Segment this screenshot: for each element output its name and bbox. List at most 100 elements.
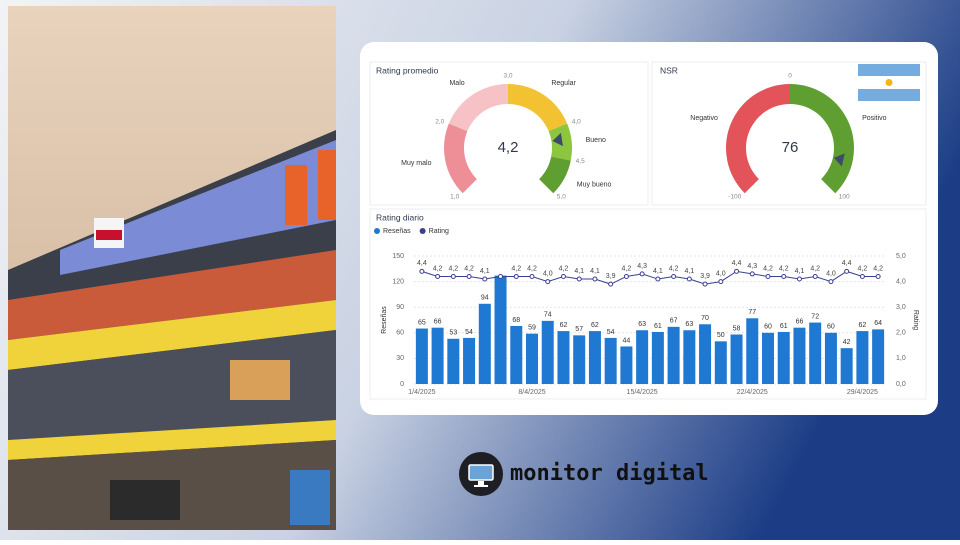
line-point [639, 271, 645, 277]
bar-value-label: 53 [449, 330, 457, 337]
bar-value-label: 61 [654, 323, 662, 330]
line-value-label: 4,0 [543, 270, 553, 277]
line-value-label: 4,2 [448, 265, 458, 272]
line-point [828, 279, 834, 285]
gauge-tick-label: 1,0 [450, 194, 459, 201]
bar [478, 303, 491, 384]
line-value-label: 4,2 [763, 265, 773, 272]
bar [510, 325, 523, 384]
bar [573, 335, 586, 384]
line-point [560, 273, 566, 279]
band-label: Regular [551, 80, 576, 87]
gauge-band [508, 84, 568, 132]
bar [636, 330, 649, 384]
bar [604, 337, 617, 384]
line-point [576, 276, 582, 282]
y-tick-label: 0 [400, 381, 404, 388]
line-point [450, 273, 456, 279]
line-point [466, 273, 472, 279]
bar [683, 330, 696, 384]
x-tick-label: 15/4/2025 [627, 389, 658, 396]
x-tick-label: 29/4/2025 [847, 389, 878, 396]
bar-value-label: 72 [811, 313, 819, 320]
bar [840, 348, 853, 384]
bar [415, 328, 428, 384]
y2-tick-label: 4,0 [896, 278, 906, 285]
bar [620, 346, 633, 384]
line-point [545, 279, 551, 285]
line-value-label: 4,2 [527, 265, 537, 272]
x-tick-label: 8/4/2025 [518, 389, 545, 396]
line-point [702, 281, 708, 287]
legend-label: Reseñas [383, 228, 411, 235]
y2-axis-title: Rating [912, 310, 919, 330]
line-value-label: 4,2 [858, 265, 868, 272]
bar [762, 332, 774, 384]
band-label: Malo [449, 80, 464, 87]
y2-tick-label: 1,0 [896, 355, 906, 362]
y2-tick-label: 5,0 [896, 253, 906, 260]
gauge-value: 4,2 [498, 139, 519, 156]
bar [872, 329, 885, 384]
y-tick-label: 150 [392, 253, 404, 260]
line-point [718, 279, 724, 285]
line-value-label: 4,3 [637, 263, 647, 270]
bar [541, 320, 554, 384]
line-value-label: 4,1 [574, 268, 584, 275]
bar-value-label: 57 [575, 326, 583, 333]
line-value-label: 4,2 [669, 265, 679, 272]
bar-value-label: 66 [796, 319, 804, 326]
line-value-label: 4,2 [810, 265, 820, 272]
bar [447, 338, 460, 384]
y-tick-label: 60 [396, 330, 404, 337]
line-value-label: 4,2 [559, 265, 569, 272]
bar-value-label: 60 [827, 324, 835, 331]
line-point [781, 273, 787, 279]
line-point [765, 273, 771, 279]
gauge-value: 76 [782, 139, 799, 156]
gauge-band [539, 156, 571, 194]
legend-label: Rating [429, 228, 449, 235]
bar-value-label: 64 [874, 320, 882, 327]
brand-name: monitor digital [510, 461, 709, 486]
bar-value-label: 60 [764, 324, 772, 331]
gauge-band [444, 123, 477, 194]
line-point [513, 273, 519, 279]
x-tick-label: 22/4/2025 [737, 389, 768, 396]
chart-title: NSR [660, 65, 678, 75]
line-value-label: 4,2 [511, 265, 521, 272]
y2-tick-label: 3,0 [896, 304, 906, 311]
y-tick-label: 90 [396, 304, 404, 311]
y-axis-title: Reseñas [381, 306, 388, 334]
gauge-tick-label: 0 [788, 73, 792, 80]
flag [858, 64, 920, 101]
gauge-band [448, 84, 508, 132]
bar-value-label: 54 [465, 329, 473, 336]
bar-value-label: 62 [560, 322, 568, 329]
bar [588, 331, 601, 384]
bar-value-label: 65 [418, 319, 426, 326]
bar-value-label: 77 [748, 309, 756, 316]
bar-value-label: 70 [701, 315, 709, 322]
bar [856, 331, 869, 384]
bar-value-label: 42 [843, 339, 851, 346]
line-point [608, 281, 614, 287]
line-value-label: 4,4 [417, 260, 427, 267]
gauge-tick-label: -100 [728, 194, 741, 201]
line-point [812, 273, 818, 279]
chart-title: Rating promedio [376, 65, 439, 75]
gauge-tick-label: 3,0 [503, 73, 512, 80]
bar-value-label: 61 [780, 323, 788, 330]
bar-value-label: 67 [670, 318, 678, 325]
gauge-band [726, 84, 790, 194]
bar [494, 275, 507, 384]
bar [557, 331, 570, 384]
line-value-label: 3,9 [606, 273, 616, 280]
y2-tick-label: 2,0 [896, 330, 906, 337]
line [421, 270, 879, 285]
bar-value-label: 54 [607, 329, 615, 336]
line-point [844, 268, 850, 274]
gauge-tick-label: 2,0 [435, 118, 444, 125]
